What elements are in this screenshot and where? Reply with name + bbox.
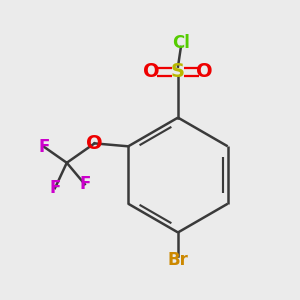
Text: Br: Br bbox=[167, 251, 188, 269]
Text: O: O bbox=[86, 134, 103, 153]
Text: F: F bbox=[49, 179, 61, 197]
Text: F: F bbox=[38, 138, 50, 156]
Text: F: F bbox=[79, 175, 90, 193]
Text: S: S bbox=[171, 62, 185, 82]
Text: O: O bbox=[143, 62, 160, 82]
Text: O: O bbox=[196, 62, 213, 82]
Text: Cl: Cl bbox=[172, 34, 190, 52]
